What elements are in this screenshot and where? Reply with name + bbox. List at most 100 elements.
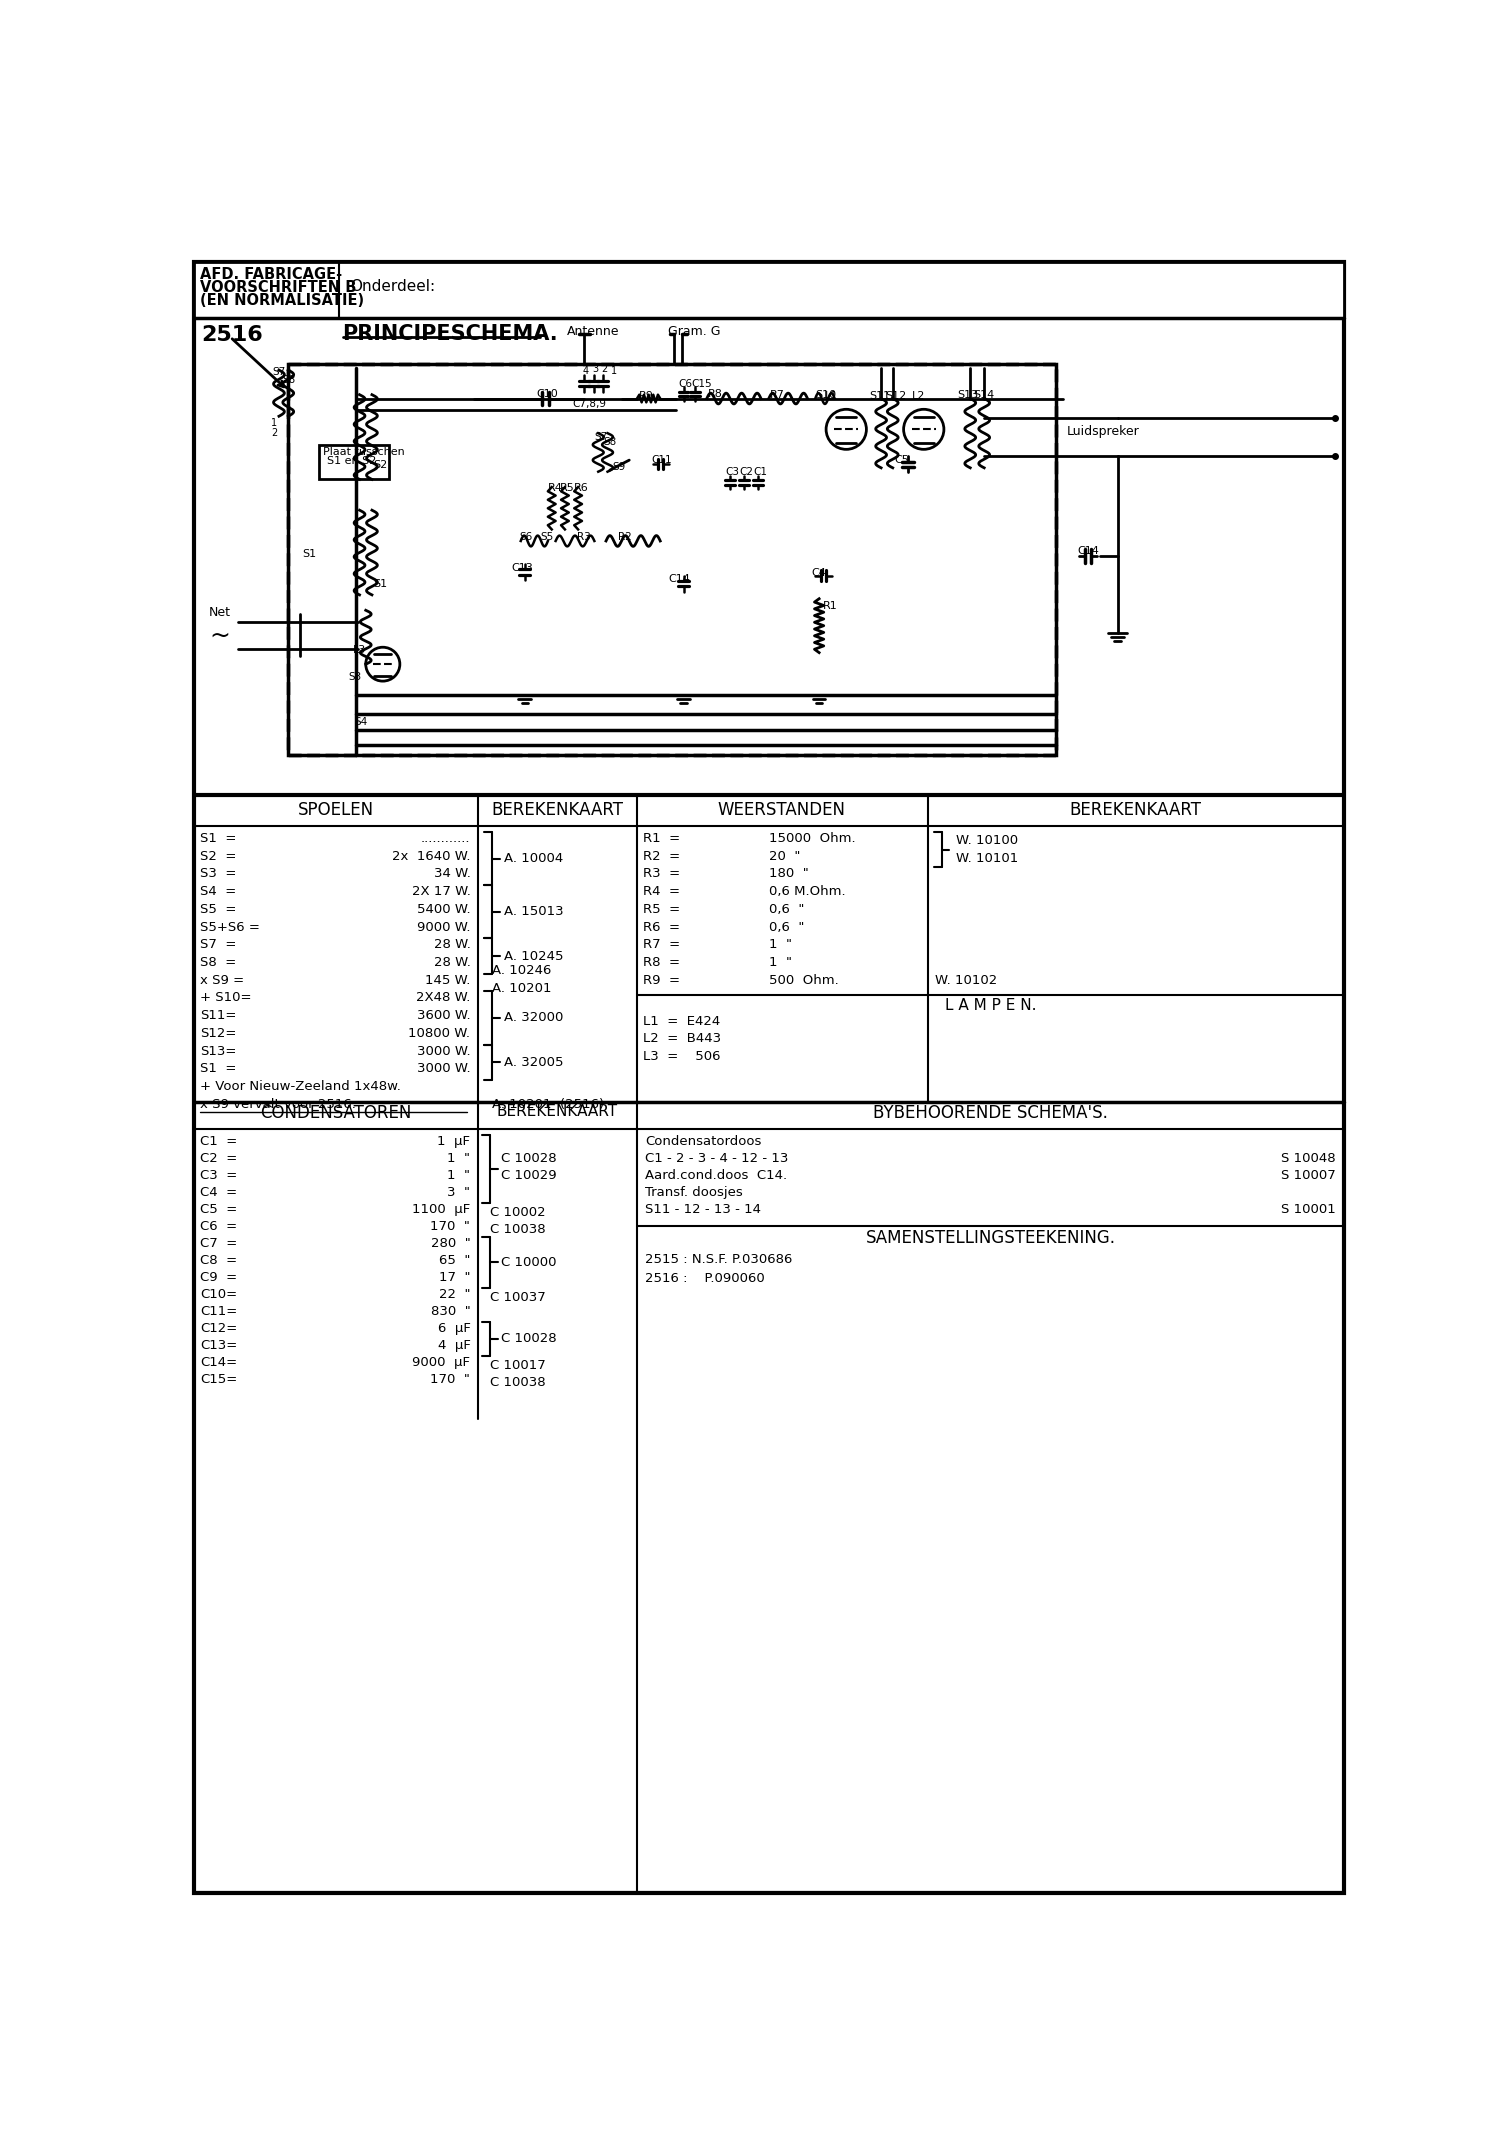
Text: S7: S7	[594, 431, 608, 442]
Text: 0,6 M.Ohm.: 0,6 M.Ohm.	[768, 886, 846, 898]
Text: 1  ": 1 "	[768, 956, 792, 969]
Text: C 10002: C 10002	[489, 1206, 546, 1219]
Text: A. 10245: A. 10245	[504, 950, 562, 962]
Text: R6  =: R6 =	[644, 920, 680, 933]
Text: R3  =: R3 =	[644, 866, 681, 881]
Text: 180  ": 180 "	[768, 866, 808, 881]
Text: 1  μF: 1 μF	[438, 1135, 471, 1148]
Text: S2  =: S2 =	[200, 849, 237, 862]
Text: 20  ": 20 "	[768, 849, 800, 862]
Text: 1: 1	[272, 418, 278, 427]
Bar	[288, 365, 1056, 755]
Text: R5: R5	[561, 482, 574, 493]
Text: L A M P E N.: L A M P E N.	[945, 997, 1036, 1014]
Text: S6: S6	[519, 531, 532, 542]
Text: S10: S10	[816, 391, 837, 399]
Text: 17  ": 17 "	[440, 1272, 471, 1285]
Text: 15000  Ohm.: 15000 Ohm.	[768, 832, 855, 845]
Text: CONDENSATOREN: CONDENSATOREN	[260, 1103, 411, 1122]
Text: S13: S13	[957, 391, 978, 399]
Bar	[320, 444, 388, 480]
Text: S3  =: S3 =	[200, 866, 237, 881]
Text: 6  μF: 6 μF	[438, 1321, 471, 1334]
Text: 145 W.: 145 W.	[424, 973, 471, 986]
Text: R6: R6	[574, 482, 590, 493]
Text: A. 10004: A. 10004	[504, 851, 562, 864]
Text: C14: C14	[668, 574, 690, 585]
Text: R1  =: R1 =	[644, 832, 681, 845]
Text: C1  =: C1 =	[200, 1135, 237, 1148]
Text: R9  =: R9 =	[644, 973, 680, 986]
Text: C13: C13	[512, 563, 532, 572]
Text: R3: R3	[576, 531, 591, 542]
Text: 2515 : N.S.F. P.030686: 2515 : N.S.F. P.030686	[645, 1253, 792, 1265]
Text: L2: L2	[912, 391, 926, 401]
Text: Onderdeel:: Onderdeel:	[350, 280, 435, 294]
Text: 1  ": 1 "	[768, 939, 792, 952]
Text: 280  ": 280 "	[430, 1238, 471, 1251]
Text: VOORSCHRIFTEN B: VOORSCHRIFTEN B	[200, 280, 357, 294]
Text: C7,8,9: C7,8,9	[573, 399, 606, 408]
Text: 10800 W.: 10800 W.	[408, 1026, 471, 1039]
Text: S7: S7	[273, 367, 286, 378]
Text: 3600 W.: 3600 W.	[417, 1009, 471, 1022]
Text: C 10038: C 10038	[489, 1376, 546, 1389]
Text: 0,6  ": 0,6 "	[768, 920, 804, 933]
Text: 9000  μF: 9000 μF	[413, 1355, 471, 1368]
Text: C2: C2	[740, 467, 753, 478]
Text: R2: R2	[618, 531, 632, 542]
Text: R7  =: R7 =	[644, 939, 681, 952]
Text: C12=: C12=	[200, 1321, 237, 1334]
Text: R1: R1	[824, 602, 837, 610]
Text: S9: S9	[612, 463, 626, 472]
Text: C 10037: C 10037	[489, 1291, 546, 1304]
Text: SAMENSTELLINGSTEEKENING.: SAMENSTELLINGSTEEKENING.	[865, 1229, 1116, 1246]
Text: C14=: C14=	[200, 1355, 237, 1368]
Text: R7: R7	[771, 391, 784, 399]
Text: C 10017: C 10017	[489, 1359, 546, 1372]
Text: S14: S14	[974, 391, 994, 399]
Text: x S9 vervalt voor 2516.: x S9 vervalt voor 2516.	[200, 1097, 356, 1110]
Text: S2: S2	[374, 461, 387, 469]
Text: A. 10201: A. 10201	[492, 982, 552, 994]
Text: 28 W.: 28 W.	[433, 956, 471, 969]
Text: R8: R8	[708, 388, 723, 399]
Text: S11: S11	[870, 391, 891, 401]
Text: C1: C1	[753, 467, 766, 478]
Text: S8  =: S8 =	[200, 956, 236, 969]
Text: C5: C5	[894, 455, 909, 465]
Text: W. 10100: W. 10100	[956, 834, 1017, 847]
Text: 3  ": 3 "	[447, 1187, 471, 1199]
Text: + Voor Nieuw-Zeeland 1x48w.: + Voor Nieuw-Zeeland 1x48w.	[200, 1080, 400, 1093]
Text: R5  =: R5 =	[644, 903, 681, 915]
Text: 22  ": 22 "	[440, 1289, 471, 1302]
Text: S11 - 12 - 13 - 14: S11 - 12 - 13 - 14	[645, 1204, 760, 1216]
Text: S12=: S12=	[200, 1026, 237, 1039]
Text: S8: S8	[282, 376, 296, 386]
Text: R9: R9	[639, 391, 654, 401]
Text: R2  =: R2 =	[644, 849, 681, 862]
Text: 4: 4	[582, 367, 590, 376]
Text: L3: L3	[354, 644, 366, 655]
Text: 2516: 2516	[201, 324, 262, 346]
Text: 500  Ohm.: 500 Ohm.	[768, 973, 838, 986]
Text: BYBEHOORENDE SCHEMA'S.: BYBEHOORENDE SCHEMA'S.	[873, 1103, 1108, 1122]
Text: C 10028: C 10028	[501, 1332, 556, 1344]
Text: 170  ": 170 "	[430, 1221, 471, 1233]
Text: S1  =: S1 =	[200, 1063, 237, 1076]
Text: L3  =    506: L3 = 506	[644, 1050, 720, 1063]
Text: S13=: S13=	[200, 1044, 237, 1058]
Text: 2: 2	[272, 427, 278, 437]
Text: R4: R4	[548, 482, 562, 493]
Text: C4: C4	[812, 568, 826, 578]
Text: 1: 1	[610, 367, 616, 376]
Text: Plaat tusschen: Plaat tusschen	[322, 446, 405, 457]
Text: 2x  1640 W.: 2x 1640 W.	[392, 849, 471, 862]
Text: 2: 2	[602, 365, 608, 373]
Text: S3: S3	[348, 672, 361, 683]
Text: C7  =: C7 =	[200, 1238, 237, 1251]
Text: S8: S8	[603, 437, 616, 446]
Text: L1: L1	[825, 391, 839, 401]
Text: C3  =: C3 =	[200, 1169, 237, 1182]
Text: C4  =: C4 =	[200, 1187, 237, 1199]
